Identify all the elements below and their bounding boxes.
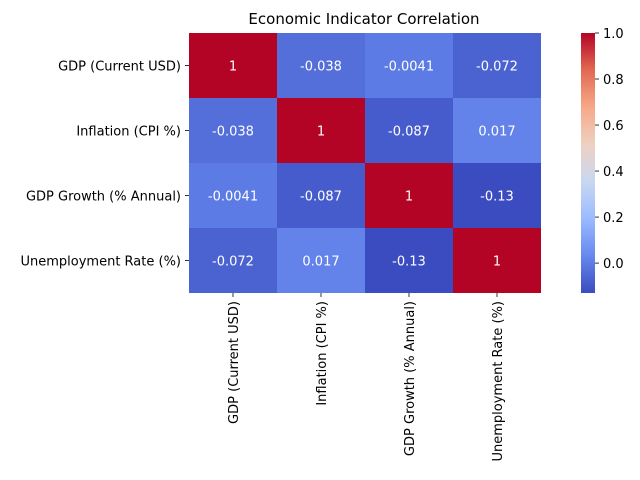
colorbar-tick-label: 1.0	[603, 27, 624, 42]
heatmap-cell	[189, 228, 277, 293]
heatmap-cell	[365, 163, 453, 228]
heatmap-cell	[453, 163, 541, 228]
y-tick-labels: GDP (Current USD) Inflation (CPI %) GDP Gr…	[21, 60, 189, 270]
cell-value-label: 0.017	[302, 255, 339, 270]
heatmap-cell	[453, 98, 541, 163]
colorbar-tick-label: 0.4	[603, 165, 624, 180]
cell-value-label: -0.038	[300, 60, 342, 75]
heatmap-cell	[189, 163, 277, 228]
heatmap-cell	[189, 33, 277, 98]
y-tick-label: Inflation (CPI %)	[76, 125, 181, 140]
chart-title: Economic Indicator Correlation	[248, 10, 479, 28]
cell-value-label: 1	[493, 255, 501, 270]
cell-value-label: -0.072	[476, 60, 518, 75]
x-tick-label: GDP (Current USD)	[227, 301, 242, 424]
cell-value-label: -0.0041	[384, 60, 434, 75]
colorbar: 0.0 0.2 0.4 0.6 0.8 1.0	[581, 27, 624, 293]
heatmap-cell	[365, 98, 453, 163]
colorbar-gradient	[581, 33, 595, 293]
heatmap-cell	[365, 33, 453, 98]
cell-value-label: 1	[405, 190, 413, 205]
colorbar-tick-label: 0.6	[603, 119, 624, 134]
cell-value-label: -0.13	[480, 190, 514, 205]
cell-value-label: -0.038	[212, 125, 254, 140]
cell-value-label: -0.0041	[208, 190, 258, 205]
heatmap-cell	[277, 33, 365, 98]
colorbar-tick-label: 0.0	[603, 257, 624, 272]
x-tick-labels: GDP (Current USD) Inflation (CPI %) GDP Gr…	[227, 293, 506, 462]
heatmap-cells: 1 -0.038 -0.0041 -0.072 -0.038 1 -0.087 0.017 -0…	[189, 33, 541, 293]
x-tick-label: GDP Growth (% Annual)	[403, 301, 418, 456]
y-tick-label: GDP Growth (% Annual)	[26, 190, 181, 205]
cell-value-label: 1	[229, 60, 237, 75]
cell-value-label: -0.13	[392, 255, 426, 270]
heatmap-cell	[453, 33, 541, 98]
heatmap-cell	[277, 228, 365, 293]
heatmap-cell	[277, 98, 365, 163]
heatmap-cell	[189, 98, 277, 163]
colorbar-tick-label: 0.2	[603, 211, 624, 226]
y-tick-label: GDP (Current USD)	[58, 60, 181, 75]
cell-value-label: 1	[317, 125, 325, 140]
colorbar-tick-label: 0.8	[603, 73, 624, 88]
cell-value-label: -0.087	[388, 125, 430, 140]
cell-value-label: -0.072	[212, 255, 254, 270]
cell-value-label: -0.087	[300, 190, 342, 205]
heatmap-cell	[277, 163, 365, 228]
x-tick-label: Unemployment Rate (%)	[491, 301, 506, 462]
x-tick-label: Inflation (CPI %)	[315, 301, 330, 406]
cell-value-label: 0.017	[478, 125, 515, 140]
heatmap-cell	[365, 228, 453, 293]
y-tick-label: Unemployment Rate (%)	[21, 255, 182, 270]
heatmap-cell	[453, 228, 541, 293]
